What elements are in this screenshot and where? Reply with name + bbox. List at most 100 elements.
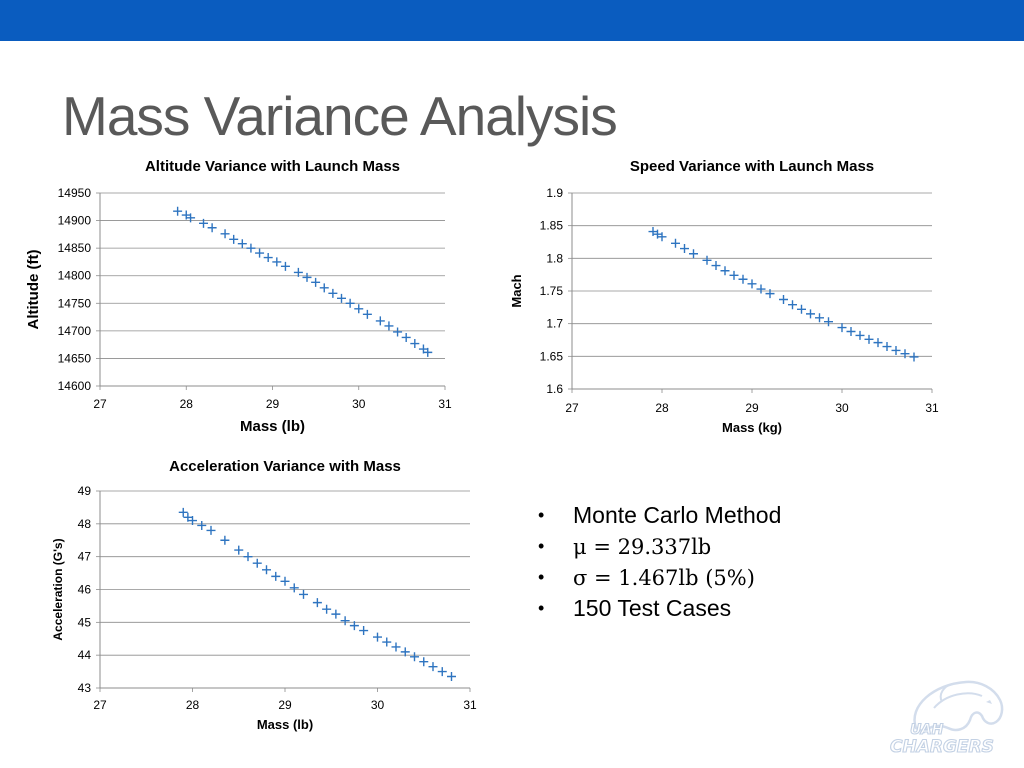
chart-title: Altitude Variance with Launch Mass: [145, 158, 400, 175]
logo-text-chargers: CHARGERS: [890, 737, 994, 757]
x-tick-label: 30: [352, 397, 366, 411]
y-tick-label: 43: [78, 681, 92, 695]
data-point: [720, 266, 730, 276]
data-point: [331, 609, 341, 619]
data-point: [280, 576, 290, 586]
x-axis-label: Mass (lb): [240, 418, 305, 435]
x-tick-label: 29: [266, 397, 280, 411]
data-point: [680, 244, 689, 254]
key-points-list: • Monte Carlo Method • μ = 29.337lb • σ = 1…: [538, 500, 781, 624]
data-point: [909, 352, 919, 362]
data-point: [243, 552, 253, 562]
speed-chart: Speed Variance with Launch Mass 1.6 1.65 1.…: [509, 158, 939, 435]
x-axis-label: Mass (kg): [722, 420, 782, 435]
data-point: [384, 321, 394, 331]
data-point: [293, 267, 303, 277]
data-point: [319, 283, 329, 293]
y-tick-label: 14800: [58, 269, 92, 283]
x-tick-label: 29: [745, 401, 759, 415]
x-tick-label: 31: [925, 401, 939, 415]
data-point: [263, 253, 273, 263]
data-point: [864, 334, 874, 344]
x-tick-label: 27: [93, 698, 107, 712]
data-point: [900, 349, 910, 359]
y-axis-label: Mach: [509, 274, 524, 307]
y-tick-label: 1.6: [546, 382, 563, 396]
data-point: [207, 223, 217, 233]
data-point: [855, 330, 865, 340]
slide-title: Mass Variance Analysis: [62, 85, 618, 147]
data-point: [797, 304, 806, 314]
data-point: [873, 338, 883, 348]
data-point: [891, 345, 901, 355]
data-point: [197, 520, 207, 530]
data-point: [806, 309, 815, 319]
data-point: [349, 621, 359, 631]
data-point: [173, 206, 183, 216]
bullet-text-std-dev: σ = 1.467lb (5%): [573, 566, 755, 590]
y-tick-label: 1.9: [546, 186, 563, 200]
data-point: [299, 589, 308, 599]
bullet-item: • 150 Test Cases: [538, 593, 781, 624]
data-point: [815, 313, 824, 323]
data-point: [328, 288, 338, 298]
y-tick-label: 14650: [58, 351, 92, 365]
data-point: [400, 647, 410, 657]
data-point: [738, 274, 748, 284]
y-tick-label: 1.8: [546, 251, 563, 265]
y-axis-label: Altitude (ft): [25, 250, 42, 330]
bullet-text-mean: μ = 29.337lb: [573, 535, 712, 559]
x-tick-label: 28: [180, 397, 194, 411]
bullet-item: • μ = 29.337lb: [538, 531, 781, 562]
data-point: [262, 565, 271, 575]
y-tick-label: 47: [78, 550, 92, 564]
data-point: [702, 255, 712, 265]
data-point: [302, 272, 312, 282]
data-point: [234, 545, 244, 555]
uah-chargers-horse-logo-icon: UAH CHARGERS: [889, 680, 1004, 758]
data-point: [391, 642, 401, 652]
data-point: [345, 298, 355, 308]
bullet-dot-icon: •: [538, 598, 545, 618]
x-tick-label: 31: [463, 698, 477, 712]
y-tick-label: 46: [78, 583, 92, 597]
data-point: [711, 261, 721, 271]
x-tick-label: 31: [438, 397, 452, 411]
data-point: [237, 239, 247, 249]
data-point: [220, 229, 230, 239]
data-point: [729, 270, 739, 280]
data-point: [188, 516, 197, 526]
data-point: [447, 672, 456, 682]
data-point: [747, 279, 757, 289]
data-point: [410, 339, 420, 349]
data-point: [354, 304, 364, 314]
data-point: [280, 261, 290, 271]
data-point: [882, 342, 892, 352]
data-point: [271, 571, 281, 581]
y-tick-label: 14700: [58, 324, 92, 338]
data-point: [199, 218, 208, 228]
bullet-dot-icon: •: [538, 536, 545, 556]
x-tick-label: 28: [186, 698, 200, 712]
y-tick-label: 1.7: [546, 317, 563, 331]
data-point: [846, 327, 856, 337]
y-tick-label: 1.65: [540, 349, 564, 363]
data-point: [437, 667, 447, 677]
data-point: [779, 294, 788, 304]
acceleration-chart: Acceleration Variance with Mass 43 44 45 46 4…: [51, 458, 477, 732]
y-tick-label: 14900: [58, 214, 92, 228]
data-point: [410, 652, 419, 662]
data-point: [340, 616, 350, 626]
y-tick-label: 14850: [58, 241, 92, 255]
data-point: [428, 662, 438, 672]
x-tick-label: 27: [93, 397, 107, 411]
data-point: [401, 332, 411, 342]
x-tick-label: 30: [835, 401, 849, 415]
data-point: [788, 300, 797, 310]
data-point: [272, 257, 282, 267]
y-tick-label: 14600: [58, 379, 92, 393]
x-axis-label: Mass (lb): [257, 717, 313, 732]
bullet-text: Monte Carlo Method: [573, 502, 782, 528]
y-tick-label: 1.85: [540, 219, 564, 233]
bullet-text: 150 Test Cases: [573, 595, 732, 621]
